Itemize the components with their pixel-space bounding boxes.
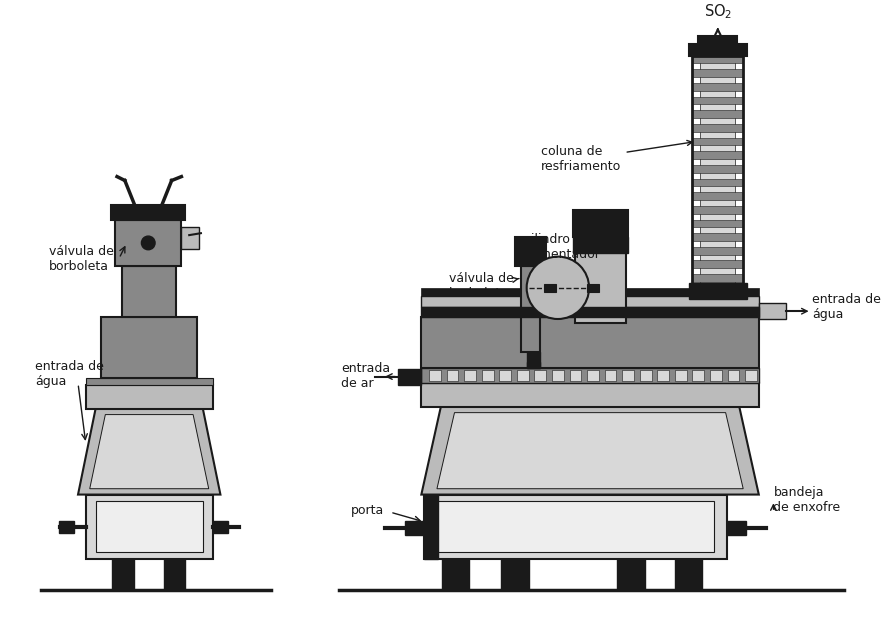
Bar — [658, 369, 669, 381]
Bar — [692, 152, 743, 159]
Bar — [122, 266, 176, 317]
Text: válvula de
borboleta: válvula de borboleta — [449, 272, 519, 300]
Bar — [692, 70, 743, 77]
Text: bandeja
de enxofre: bandeja de enxofre — [773, 486, 840, 514]
Bar — [424, 494, 727, 559]
Bar — [421, 296, 759, 307]
Bar — [502, 559, 528, 590]
Bar — [692, 111, 743, 118]
Bar — [421, 288, 759, 296]
Bar — [552, 369, 564, 381]
Bar — [759, 304, 786, 319]
Bar — [692, 83, 743, 91]
Bar — [398, 369, 421, 385]
Bar — [421, 383, 759, 407]
Bar — [535, 369, 546, 381]
Bar — [517, 369, 528, 381]
Polygon shape — [437, 412, 743, 489]
Bar — [115, 219, 182, 266]
Circle shape — [527, 256, 589, 319]
Bar — [482, 369, 494, 381]
Bar — [617, 559, 645, 590]
Bar — [692, 260, 743, 268]
Bar — [442, 559, 470, 590]
Bar — [111, 205, 185, 219]
Bar — [527, 352, 540, 368]
Bar — [164, 559, 185, 590]
Bar — [692, 247, 743, 255]
Bar — [499, 369, 511, 381]
Polygon shape — [421, 407, 759, 494]
Bar — [544, 284, 556, 292]
Text: entrada de
água: entrada de água — [35, 360, 104, 388]
Bar — [622, 369, 634, 381]
Bar — [213, 521, 228, 533]
Bar — [689, 283, 747, 299]
Bar — [727, 521, 746, 535]
Text: SO$_2$: SO$_2$ — [704, 2, 732, 20]
Bar — [576, 237, 626, 323]
Bar — [692, 97, 743, 104]
Bar — [86, 494, 213, 559]
Bar — [692, 274, 743, 282]
Text: cilindro
alimentador: cilindro alimentador — [525, 230, 601, 261]
Bar — [569, 369, 581, 381]
Bar — [521, 266, 540, 352]
Bar — [574, 210, 628, 237]
Bar — [692, 56, 743, 63]
Bar — [405, 521, 424, 535]
Bar — [692, 179, 743, 186]
Bar — [527, 362, 540, 368]
Bar — [605, 369, 617, 381]
Bar — [692, 233, 743, 241]
Bar — [112, 559, 134, 590]
Bar — [692, 193, 743, 200]
Circle shape — [142, 236, 155, 250]
Bar — [424, 494, 437, 559]
Bar — [692, 165, 743, 173]
Bar — [745, 369, 756, 381]
Bar — [421, 307, 759, 317]
Bar — [429, 369, 441, 381]
Bar — [689, 44, 747, 56]
Bar — [421, 368, 759, 383]
Bar — [437, 501, 714, 552]
Bar — [700, 56, 735, 288]
Bar — [692, 206, 743, 214]
Bar — [710, 369, 722, 381]
Bar — [446, 369, 458, 381]
Bar — [640, 369, 651, 381]
Bar — [728, 369, 740, 381]
Bar — [692, 124, 743, 132]
Bar — [692, 219, 743, 227]
Bar — [86, 378, 213, 385]
Bar — [674, 369, 687, 381]
Polygon shape — [90, 415, 208, 489]
Bar — [515, 237, 546, 266]
Bar — [692, 138, 743, 145]
Text: válvula de
borboleta: válvula de borboleta — [49, 245, 114, 273]
Text: porta: porta — [351, 504, 384, 517]
Bar — [699, 36, 738, 44]
Bar — [587, 369, 599, 381]
Bar — [692, 56, 743, 288]
Bar — [95, 501, 203, 552]
Text: entrada
de ar: entrada de ar — [341, 361, 390, 389]
Bar — [574, 237, 628, 253]
Bar — [587, 284, 599, 292]
Bar — [692, 369, 704, 381]
Text: entrada de
água: entrada de água — [813, 293, 881, 321]
Bar — [464, 369, 476, 381]
Polygon shape — [78, 409, 220, 494]
Bar — [421, 317, 759, 368]
Text: coluna de
resfriamento: coluna de resfriamento — [542, 140, 692, 173]
Bar — [86, 385, 213, 409]
Bar — [182, 227, 199, 249]
Bar — [674, 559, 702, 590]
Bar — [59, 521, 74, 533]
Bar — [102, 317, 197, 378]
